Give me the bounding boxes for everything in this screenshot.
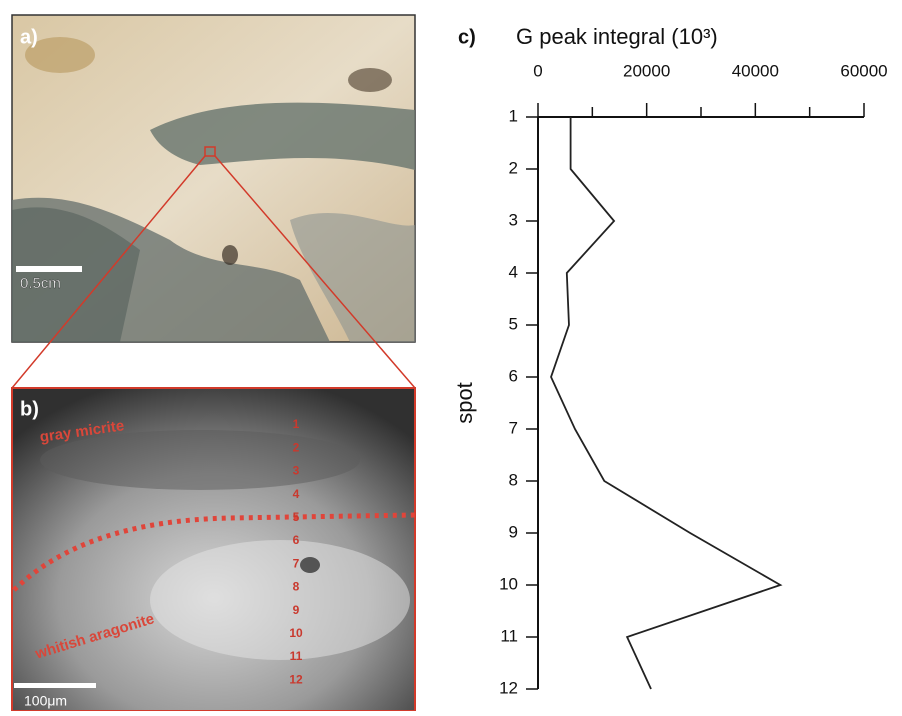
y-tick-label: 2 [509, 158, 518, 177]
panel-label: a) [20, 26, 38, 48]
x-tick-label: 20000 [623, 61, 670, 80]
x-tick-label: 60000 [840, 61, 887, 80]
panel-label: c) [458, 26, 476, 48]
y-tick-label: 10 [499, 574, 518, 593]
y-tick-label: 11 [500, 626, 518, 645]
y-tick-label: 6 [509, 366, 518, 385]
y-tick-label: 3 [509, 210, 518, 229]
y-tick-label: 5 [509, 314, 518, 333]
x-tick-label: 40000 [732, 61, 779, 80]
y-axis-label: spot [452, 382, 477, 424]
y-tick-label: 1 [509, 106, 518, 125]
y-tick-label: 4 [509, 262, 518, 281]
chart-title: G peak integral (10³) [516, 24, 718, 49]
spot-label: 2 [293, 440, 300, 454]
spot-label: 9 [293, 603, 300, 617]
spot-label: 1 [293, 417, 300, 431]
scale-bar-label: 0.5cm [20, 275, 61, 292]
y-tick-label: 12 [499, 678, 518, 697]
spot-label: 5 [293, 510, 300, 524]
y-tick-label: 9 [509, 522, 518, 541]
x-tick-label: 0 [533, 61, 542, 80]
data-line [551, 117, 780, 689]
scale-bar-label: 100μm [24, 693, 67, 709]
figure: a) 0.5cm b) gray micrite whitish aragoni… [0, 0, 902, 711]
panel-label: b) [20, 398, 39, 420]
spot-label: 4 [293, 487, 300, 501]
y-tick-label: 8 [509, 470, 518, 489]
spot-label: 10 [289, 626, 303, 640]
spot-label: 7 [293, 556, 300, 570]
spot-label: 12 [289, 672, 303, 686]
spot-label: 3 [293, 464, 300, 478]
y-tick-label: 7 [509, 418, 518, 437]
photo-a [12, 15, 415, 342]
spot-label: 6 [293, 533, 300, 547]
spot-label: 11 [290, 649, 303, 663]
spot-label: 8 [293, 580, 300, 594]
